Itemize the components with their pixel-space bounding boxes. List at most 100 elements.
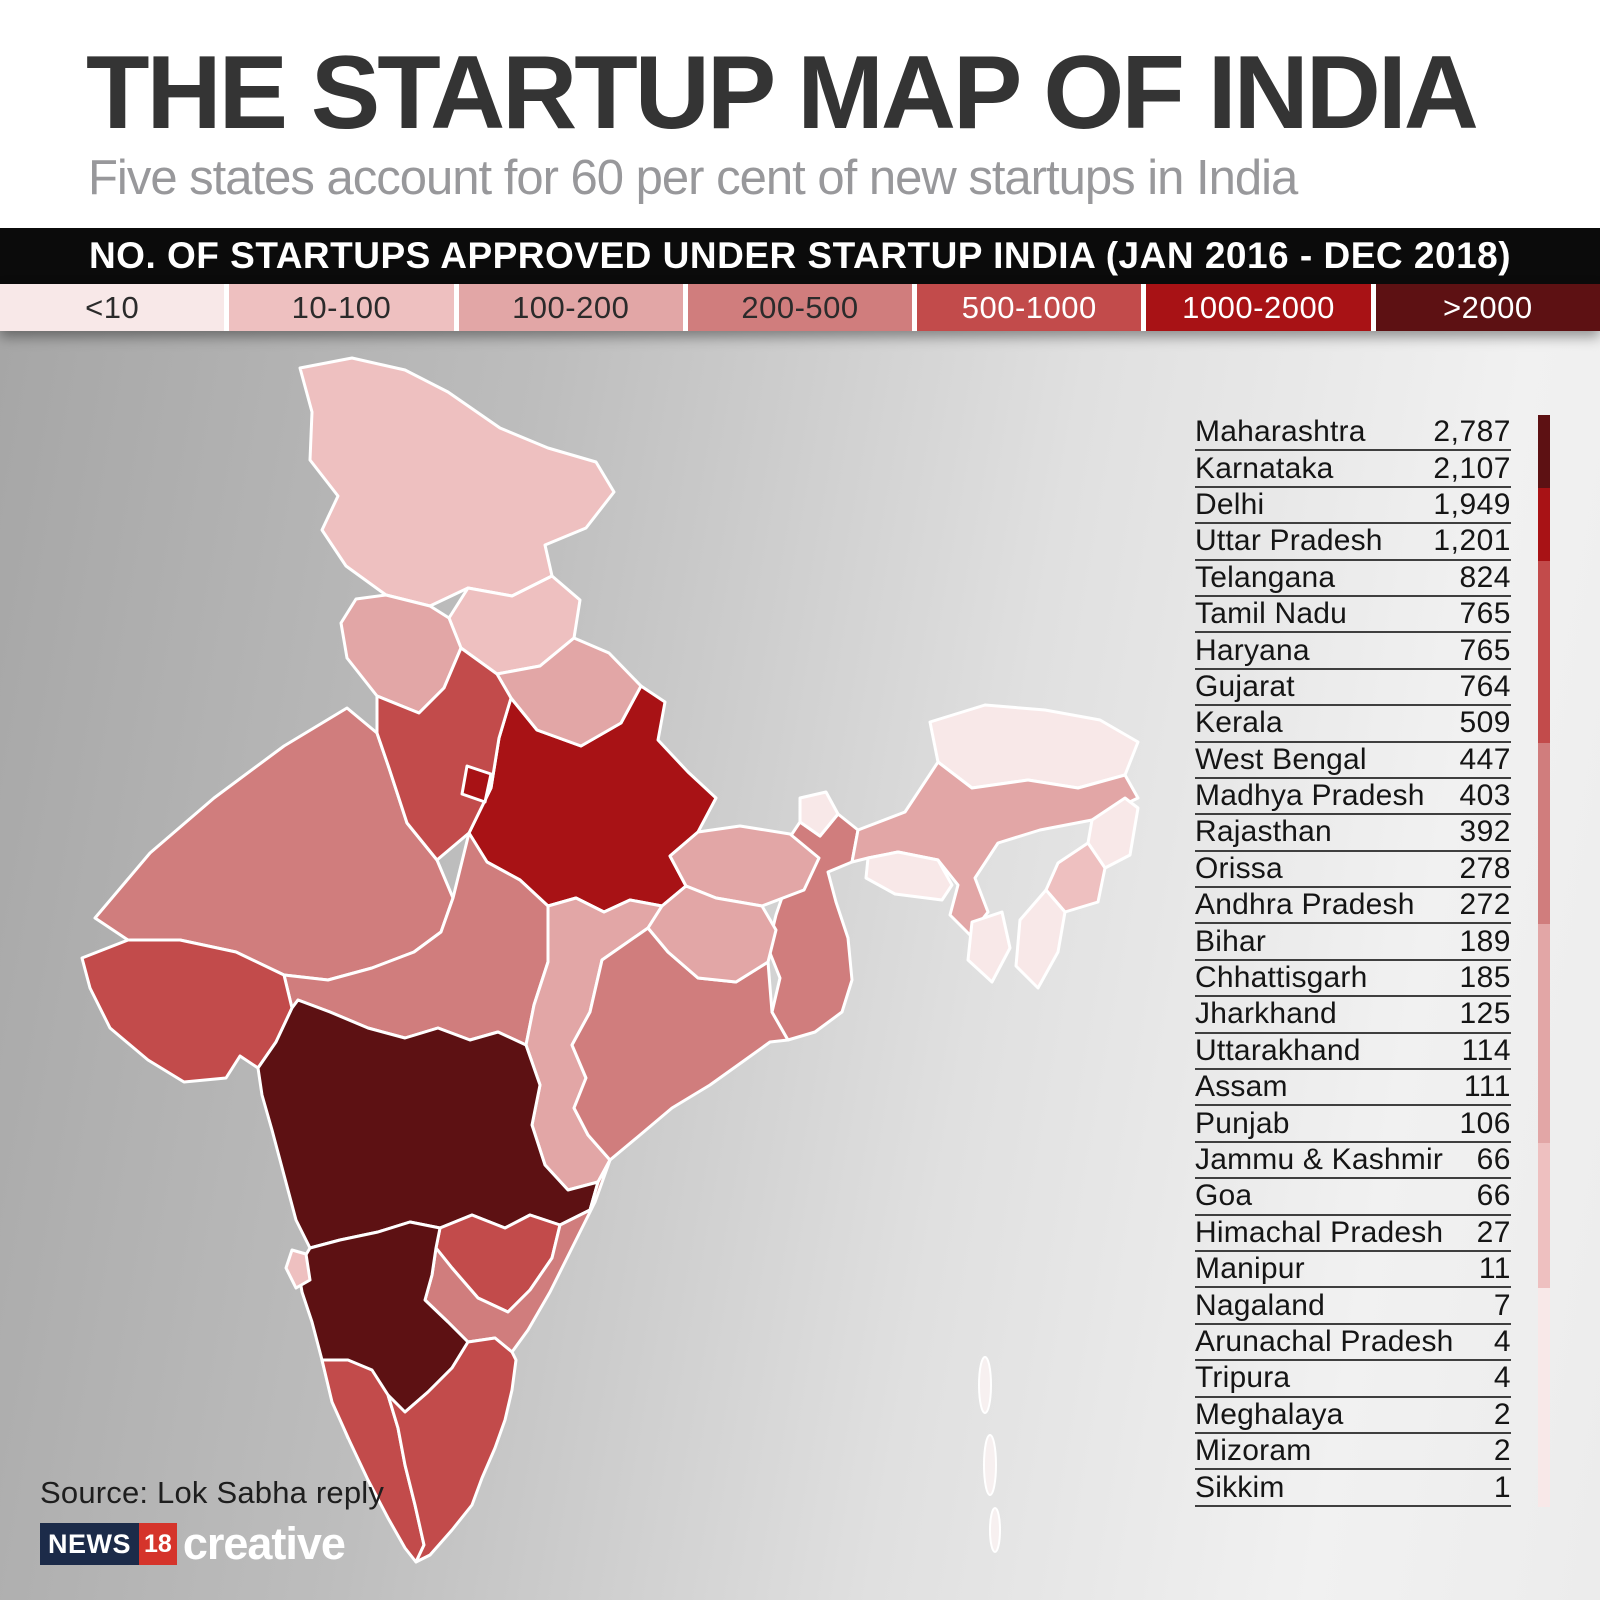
state-value: 114 xyxy=(1461,1033,1511,1067)
bucket-swatch xyxy=(1538,888,1550,925)
state-value: 1 xyxy=(1493,1470,1511,1504)
table-row: Goa 66 xyxy=(1195,1179,1551,1216)
state-name: Haryana xyxy=(1195,633,1310,667)
bucket-swatch xyxy=(1538,560,1550,597)
legend-cell: 500-1000 xyxy=(917,284,1147,331)
bucket-swatch xyxy=(1538,487,1550,525)
state-arunachal-pradesh xyxy=(928,703,1140,790)
bucket-swatch xyxy=(1538,851,1550,889)
legend-label: 200-500 xyxy=(741,289,859,325)
state-value: 27 xyxy=(1476,1215,1511,1249)
state-value: 278 xyxy=(1459,851,1511,885)
bucket-swatch xyxy=(1538,1397,1550,1434)
state-value: 272 xyxy=(1459,888,1511,922)
state-name: Tripura xyxy=(1195,1361,1291,1395)
bucket-swatch xyxy=(1538,997,1550,1034)
page-subtitle: Five states account for 60 per cent of n… xyxy=(88,151,1298,205)
state-name: Mizoram xyxy=(1195,1434,1312,1468)
page-title: THE STARTUP MAP OF INDIA xyxy=(86,35,1479,151)
state-goa xyxy=(284,1248,312,1290)
state-assam xyxy=(850,760,1140,937)
state-name: Punjab xyxy=(1195,1106,1290,1140)
bucket-swatch xyxy=(1538,451,1550,488)
table-row: Himachal Pradesh 27 xyxy=(1195,1215,1551,1252)
bucket-swatch xyxy=(1538,1361,1550,1398)
table-row: Bihar 189 xyxy=(1195,924,1551,961)
state-name: Arunachal Pradesh xyxy=(1195,1324,1454,1358)
state-value: 1,949 xyxy=(1433,487,1511,521)
state-table: Maharashtra 2,787 Karnataka 2,107 Delhi 1,949… xyxy=(1195,415,1551,1507)
logo-news-box: NEWS xyxy=(40,1523,139,1565)
metric-banner: NO. OF STARTUPS APPROVED UNDER STARTUP I… xyxy=(0,228,1600,284)
state-name: Uttarakhand xyxy=(1195,1033,1361,1067)
state-name: Sikkim xyxy=(1195,1470,1285,1504)
bucket-swatch xyxy=(1538,669,1550,707)
state-value: 2,787 xyxy=(1433,415,1511,449)
table-row: Madhya Pradesh 403 xyxy=(1195,778,1551,816)
state-name: Chhattisgarh xyxy=(1195,961,1368,995)
table-row: Rajasthan 392 xyxy=(1195,815,1551,852)
state-name: Andhra Pradesh xyxy=(1195,888,1415,922)
state-value: 2 xyxy=(1493,1397,1511,1431)
state-value: 189 xyxy=(1459,924,1511,958)
state-name: Jharkhand xyxy=(1195,997,1337,1031)
legend-label: >2000 xyxy=(1443,289,1533,325)
legend-cell: 100-200 xyxy=(458,284,688,331)
bucket-swatch xyxy=(1538,924,1550,961)
state-name: Rajasthan xyxy=(1195,815,1332,849)
state-name: Tamil Nadu xyxy=(1195,597,1348,631)
bucket-swatch xyxy=(1538,706,1550,743)
table-row: Gujarat 764 xyxy=(1195,669,1551,707)
color-legend: <10 10-100 100-200 200-500 500-1000 1000-2000… xyxy=(0,284,1600,331)
legend-cell: <10 xyxy=(0,284,230,331)
state-value: 2 xyxy=(1493,1434,1511,1468)
state-value: 4 xyxy=(1493,1324,1511,1358)
state-name: Delhi xyxy=(1195,487,1265,521)
bucket-swatch xyxy=(1538,960,1550,998)
bucket-swatch xyxy=(1538,524,1550,561)
state-value: 4 xyxy=(1493,1361,1511,1395)
state-name: Madhya Pradesh xyxy=(1195,779,1425,813)
table-row: Meghalaya 2 xyxy=(1195,1397,1551,1434)
table-row: Orissa 278 xyxy=(1195,851,1551,889)
state-meghalaya xyxy=(864,850,954,902)
table-row: Uttar Pradesh 1,201 xyxy=(1195,524,1551,561)
table-row: Nagaland 7 xyxy=(1195,1288,1551,1325)
state-value: 824 xyxy=(1459,560,1511,594)
state-name: Himachal Pradesh xyxy=(1195,1215,1444,1249)
table-row: Chhattisgarh 185 xyxy=(1195,960,1551,998)
state-value: 764 xyxy=(1459,669,1511,703)
table-row: Mizoram 2 xyxy=(1195,1433,1551,1471)
bucket-swatch xyxy=(1538,1324,1550,1362)
state-name: Karnataka xyxy=(1195,451,1334,485)
state-name: West Bengal xyxy=(1195,742,1367,776)
table-row: Tripura 4 xyxy=(1195,1361,1551,1398)
bucket-swatch xyxy=(1538,1142,1550,1180)
state-name: Orissa xyxy=(1195,851,1283,885)
logo-creative-text: creative xyxy=(182,1518,346,1569)
bucket-swatch xyxy=(1538,1106,1550,1143)
bucket-swatch xyxy=(1538,1179,1550,1216)
legend-label: 10-100 xyxy=(291,289,392,325)
table-row: Punjab 106 xyxy=(1195,1106,1551,1143)
bucket-swatch xyxy=(1538,633,1550,670)
state-gujarat xyxy=(80,938,294,1084)
logo-18-box: 18 xyxy=(139,1523,177,1565)
state-value: 11 xyxy=(1478,1252,1511,1286)
state-value: 765 xyxy=(1459,633,1511,667)
table-row: Sikkim 1 xyxy=(1195,1470,1551,1507)
table-row: Telangana 824 xyxy=(1195,560,1551,597)
legend-cell: 1000-2000 xyxy=(1146,284,1376,331)
bucket-swatch xyxy=(1538,415,1550,452)
state-delhi xyxy=(460,764,493,804)
table-row: Karnataka 2,107 xyxy=(1195,451,1551,488)
table-row: West Bengal 447 xyxy=(1195,742,1551,779)
bucket-swatch xyxy=(1538,1033,1550,1071)
table-row: Jharkhand 125 xyxy=(1195,997,1551,1034)
state-value: 106 xyxy=(1459,1106,1511,1140)
table-row: Assam 111 xyxy=(1195,1070,1551,1107)
state-value: 2,107 xyxy=(1433,451,1511,485)
state-name: Meghalaya xyxy=(1195,1397,1344,1431)
state-value: 509 xyxy=(1459,706,1511,740)
